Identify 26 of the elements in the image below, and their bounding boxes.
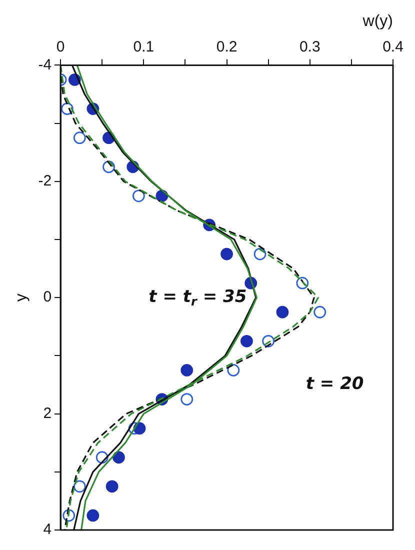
point [112, 451, 125, 464]
point [73, 132, 86, 144]
y-tick-label: 4 [43, 521, 52, 538]
point [180, 364, 194, 376]
y-tick-label: 2 [43, 404, 52, 422]
point [314, 306, 326, 318]
x-tick-label: 0.3 [299, 38, 320, 56]
annotation: t = 20 [306, 374, 364, 394]
x-tick-label: 0.1 [133, 38, 154, 56]
point [106, 480, 118, 493]
y-tick-label: 0 [43, 288, 52, 306]
x-tick-label: 0 [56, 38, 65, 56]
point [220, 248, 233, 260]
point [132, 190, 145, 202]
point [86, 509, 100, 522]
x-tick-label: 0.4 [382, 38, 404, 56]
x-tick-label: 0.2 [216, 38, 238, 56]
y-axis-title: y [13, 294, 30, 302]
point [73, 480, 86, 493]
x-axis-title: w(y) [362, 13, 393, 30]
y-tick-label: -4 [38, 56, 52, 74]
point [276, 306, 289, 318]
point [180, 393, 194, 406]
point [227, 364, 240, 376]
point [240, 334, 253, 348]
y-tick-label: -2 [38, 172, 52, 190]
